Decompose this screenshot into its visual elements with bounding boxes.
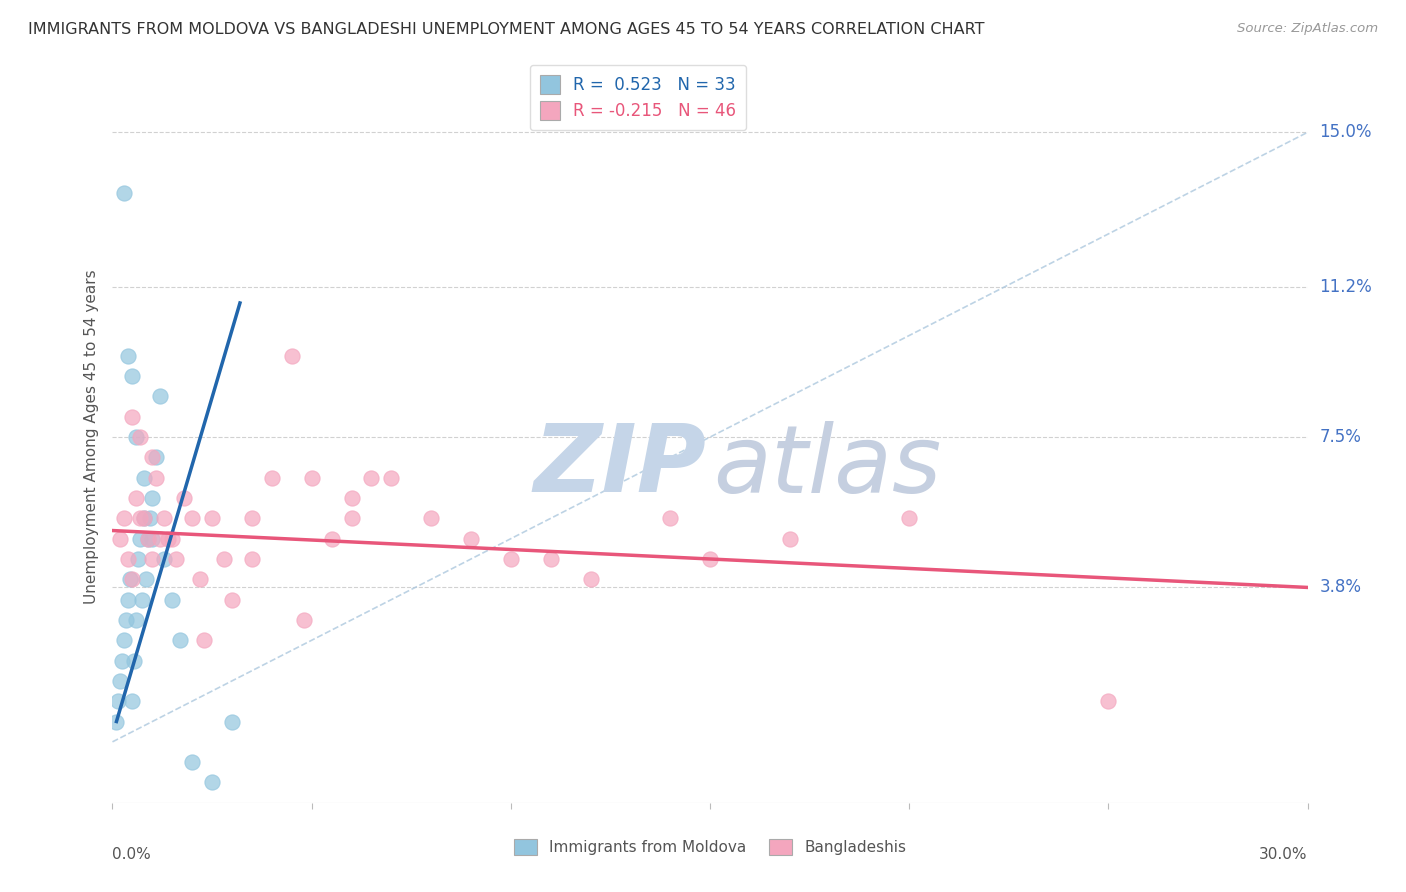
Point bbox=[139, 511, 162, 525]
Point bbox=[165, 552, 187, 566]
Text: 11.2%: 11.2% bbox=[1320, 277, 1372, 296]
Point bbox=[127, 552, 149, 566]
Point bbox=[212, 552, 235, 566]
Point bbox=[157, 532, 180, 546]
Point bbox=[340, 511, 363, 525]
Point bbox=[281, 349, 304, 363]
Point bbox=[201, 511, 224, 525]
Point bbox=[114, 186, 135, 201]
Point bbox=[499, 552, 522, 566]
Y-axis label: Unemployment Among Ages 45 to 54 years: Unemployment Among Ages 45 to 54 years bbox=[83, 269, 98, 605]
Point bbox=[129, 430, 152, 444]
Point bbox=[420, 511, 443, 525]
Text: 3.8%: 3.8% bbox=[1320, 578, 1361, 597]
Point bbox=[659, 511, 682, 525]
Point bbox=[105, 714, 128, 729]
Point bbox=[115, 613, 138, 627]
Point bbox=[260, 471, 283, 485]
Point bbox=[540, 552, 562, 566]
Point bbox=[173, 491, 195, 505]
Point bbox=[221, 714, 243, 729]
Point bbox=[134, 511, 156, 525]
Point bbox=[149, 532, 172, 546]
Point bbox=[121, 369, 143, 384]
Point bbox=[221, 592, 243, 607]
Point bbox=[114, 633, 135, 648]
Point bbox=[181, 755, 204, 769]
Point bbox=[131, 592, 153, 607]
Point bbox=[129, 511, 152, 525]
Point bbox=[117, 552, 139, 566]
Point bbox=[107, 694, 129, 708]
Point bbox=[121, 409, 143, 424]
Point bbox=[141, 552, 163, 566]
Point bbox=[1097, 694, 1119, 708]
Point bbox=[125, 430, 148, 444]
Point bbox=[114, 511, 135, 525]
Point bbox=[340, 491, 363, 505]
Text: 15.0%: 15.0% bbox=[1320, 123, 1372, 141]
Point bbox=[129, 532, 152, 546]
Point bbox=[779, 532, 801, 546]
Point bbox=[699, 552, 721, 566]
Text: 0.0%: 0.0% bbox=[112, 847, 152, 862]
Point bbox=[121, 694, 143, 708]
Point bbox=[117, 592, 139, 607]
Point bbox=[380, 471, 402, 485]
Point bbox=[240, 552, 263, 566]
Point bbox=[117, 349, 139, 363]
Point bbox=[121, 572, 143, 586]
Text: 7.5%: 7.5% bbox=[1320, 428, 1361, 446]
Text: Source: ZipAtlas.com: Source: ZipAtlas.com bbox=[1237, 22, 1378, 36]
Point bbox=[111, 654, 134, 668]
Point bbox=[193, 633, 215, 648]
Point bbox=[141, 532, 163, 546]
Point bbox=[301, 471, 323, 485]
Text: ZIP: ZIP bbox=[533, 420, 706, 512]
Point bbox=[162, 592, 183, 607]
Point bbox=[360, 471, 382, 485]
Point bbox=[134, 471, 156, 485]
Point bbox=[124, 654, 146, 668]
Point bbox=[110, 532, 132, 546]
Point bbox=[138, 532, 160, 546]
Point bbox=[135, 572, 157, 586]
Point bbox=[110, 673, 132, 688]
Point bbox=[162, 532, 183, 546]
Point bbox=[141, 491, 163, 505]
Point bbox=[125, 491, 148, 505]
Legend: Immigrants from Moldova, Bangladeshis: Immigrants from Moldova, Bangladeshis bbox=[508, 833, 912, 861]
Point bbox=[153, 511, 176, 525]
Point bbox=[898, 511, 921, 525]
Point bbox=[321, 532, 343, 546]
Point bbox=[120, 572, 142, 586]
Point bbox=[292, 613, 315, 627]
Point bbox=[153, 552, 176, 566]
Point bbox=[141, 450, 163, 465]
Text: atlas: atlas bbox=[714, 421, 942, 512]
Point bbox=[181, 511, 204, 525]
Point bbox=[188, 572, 211, 586]
Point bbox=[145, 471, 167, 485]
Point bbox=[169, 633, 191, 648]
Point bbox=[125, 613, 148, 627]
Text: 30.0%: 30.0% bbox=[1260, 847, 1308, 862]
Point bbox=[201, 775, 224, 789]
Point bbox=[134, 511, 156, 525]
Point bbox=[579, 572, 602, 586]
Point bbox=[145, 450, 167, 465]
Point bbox=[460, 532, 482, 546]
Point bbox=[240, 511, 263, 525]
Text: IMMIGRANTS FROM MOLDOVA VS BANGLADESHI UNEMPLOYMENT AMONG AGES 45 TO 54 YEARS CO: IMMIGRANTS FROM MOLDOVA VS BANGLADESHI U… bbox=[28, 22, 984, 37]
Point bbox=[149, 389, 172, 403]
Point bbox=[138, 532, 160, 546]
